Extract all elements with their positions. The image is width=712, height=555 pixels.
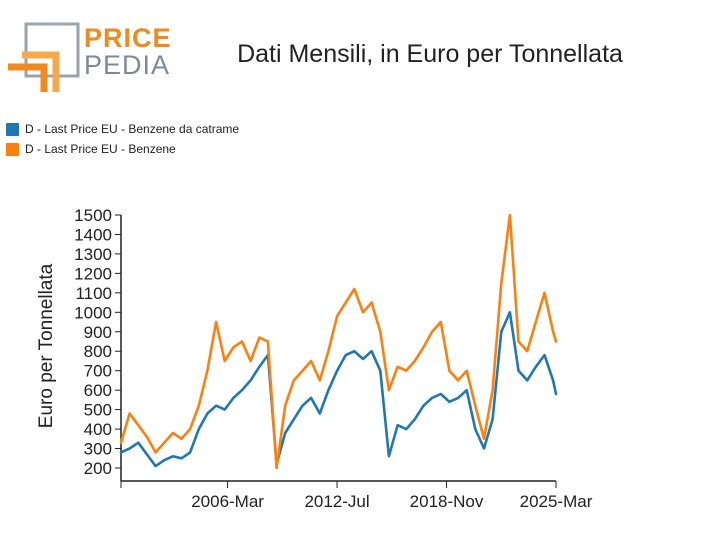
logo-word-pedia: PEDIA [84, 50, 171, 80]
logo-word-price: PRICE [84, 23, 172, 53]
series-line-0 [119, 310, 558, 468]
y-tick-label: 700 [84, 362, 112, 381]
y-tick-label: 900 [84, 323, 112, 342]
chart-title: Dati Mensili, in Euro per Tonnellata [237, 40, 623, 68]
x-axis: 2006-Mar 2012-Jul 2018-Nov 2025-Mar [120, 480, 593, 511]
y-tick-label: 1200 [74, 264, 112, 283]
x-tick-label: 2018-Nov [410, 492, 484, 511]
y-tick-label: 1000 [74, 303, 112, 322]
legend-label: D - Last Price EU - Benzene da catrame [25, 122, 240, 136]
pricepedia-logo: PRICE PEDIA [6, 22, 171, 94]
legend: D - Last Price EU - Benzene da catrame D… [6, 119, 239, 159]
y-tick-label: 1500 [74, 206, 112, 225]
x-tick-label: 2025-Mar [520, 492, 593, 511]
y-tick-label: 600 [84, 381, 112, 400]
legend-item-benzene[interactable]: D - Last Price EU - Benzene [6, 139, 239, 159]
y-tick-label: 500 [84, 401, 112, 420]
y-axis: 2003004005006007008009001000110012001300… [74, 206, 122, 481]
y-tick-label: 400 [84, 420, 112, 439]
logo-mark-icon [8, 22, 80, 92]
x-tick-label: 2012-Jul [304, 492, 369, 511]
y-tick-label: 300 [84, 440, 112, 459]
y-tick-label: 1300 [74, 245, 112, 264]
y-tick-label: 1400 [74, 225, 112, 244]
x-tick-label: 2006-Mar [191, 492, 264, 511]
legend-label: D - Last Price EU - Benzene [25, 142, 176, 156]
series-layer [119, 213, 558, 470]
legend-swatch-orange [6, 142, 19, 156]
y-tick-label: 1100 [75, 284, 112, 303]
y-tick-label: 800 [84, 342, 112, 361]
y-tick-label: 200 [84, 459, 112, 478]
y-axis-label: Euro per Tonnellata [36, 263, 57, 428]
legend-item-benzene-da-catrame[interactable]: D - Last Price EU - Benzene da catrame [6, 119, 239, 139]
series-line-1 [119, 213, 558, 470]
legend-swatch-blue [6, 122, 19, 136]
